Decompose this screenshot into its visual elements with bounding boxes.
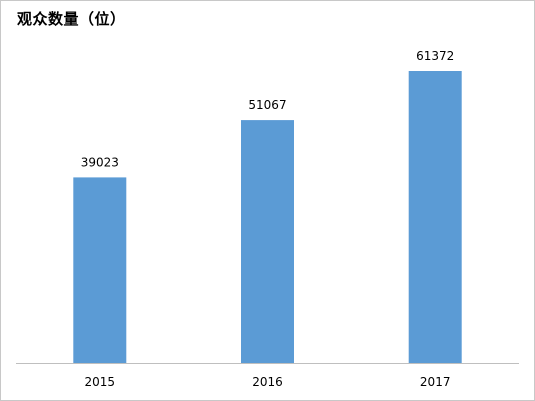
x-tick-label-2016: 2016 (252, 375, 283, 389)
chart-title: 观众数量（位） (17, 10, 126, 28)
bar-2017 (408, 71, 462, 363)
data-label-2016: 51067 (248, 98, 286, 112)
bar-2015 (73, 177, 127, 363)
data-label-2017: 61372 (416, 49, 454, 63)
bar-2016 (241, 120, 294, 363)
x-tick-label-group: 2015 2016 2017 (85, 375, 451, 389)
data-label-2015: 39023 (81, 155, 119, 169)
x-tick-label-2015: 2015 (85, 375, 116, 389)
data-label-group: 39023 51067 61372 (81, 49, 455, 169)
bar-group (73, 71, 462, 363)
x-tick-label-2017: 2017 (420, 375, 451, 389)
